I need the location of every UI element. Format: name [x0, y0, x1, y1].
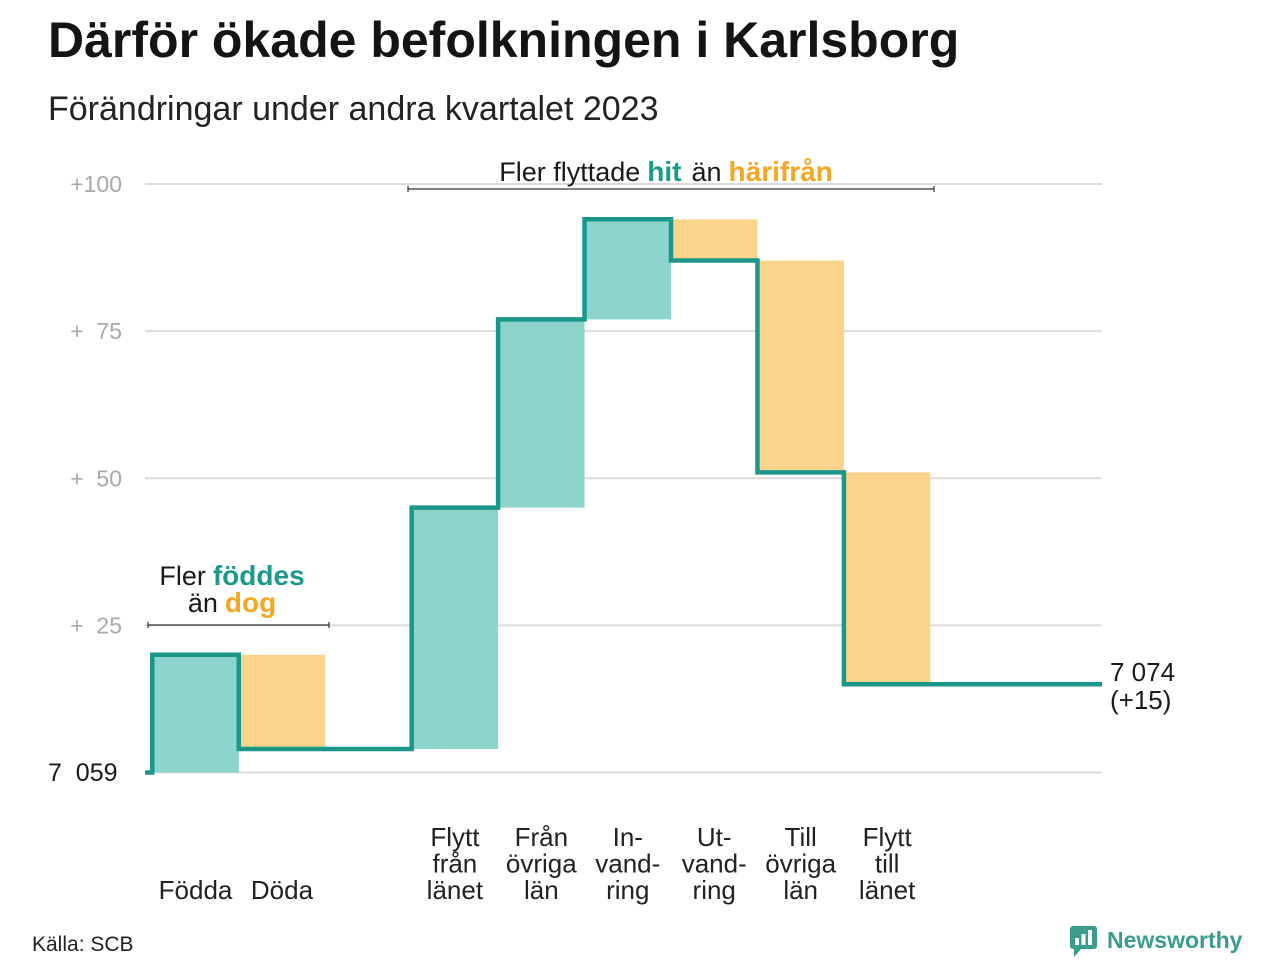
category-label-5-line-3: ring — [606, 875, 649, 905]
annotation-natural-decrease-word: dog — [225, 587, 276, 618]
waterfall-bar-7 — [757, 260, 844, 473]
annotation-natural-increase-word: föddes — [213, 560, 305, 591]
category-label-8-line-1: Flytt — [863, 822, 913, 852]
category-label-7-line-1: Till — [785, 822, 817, 852]
category-label-7-line-3: län — [783, 875, 818, 905]
waterfall-bar-4 — [498, 319, 585, 508]
category-label-6-line-2: vand- — [682, 849, 747, 879]
annotation-migration-prefix: Fler flyttade — [499, 157, 640, 187]
y-tick-label: + 75 — [70, 318, 122, 344]
annotation-migration-bracket — [407, 186, 935, 192]
logo-wordmark: Newsworthy — [1107, 927, 1243, 953]
start-value-label: 7 059 — [48, 759, 118, 787]
annotation-natural-line-2: än dog — [188, 587, 276, 618]
category-label-6-line-3: ring — [693, 875, 736, 905]
logo-bar-3 — [1088, 930, 1092, 945]
y-tick-label: + 25 — [70, 612, 122, 638]
category-label-3-line-3: länet — [427, 875, 484, 905]
category-label-5-line-1: In- — [613, 822, 643, 852]
category-label-2-line-1: Döda — [251, 875, 314, 905]
waterfall-bars — [152, 219, 931, 773]
annotation-natural-prefix: Fler — [159, 561, 206, 591]
annotation-migration-joiner: än — [691, 157, 721, 187]
category-label-4-line-3: län — [524, 875, 559, 905]
annotation-natural: Fler föddes än dog — [147, 560, 330, 628]
category-label-7-line-2: övriga — [765, 849, 836, 879]
y-tick-label: + 50 — [70, 465, 122, 491]
logo-bar-1 — [1075, 938, 1079, 945]
annotation-migration-text: Fler flyttade hit än härifrån — [499, 156, 833, 187]
newsworthy-logo: Newsworthy — [1070, 926, 1243, 957]
newsworthy-logo-icon — [1070, 926, 1097, 957]
cumulative-step-line — [145, 217, 1102, 775]
chart-subtitle: Förändringar under andra kvartalet 2023 — [48, 90, 659, 128]
category-label-1-line-1: Födda — [159, 875, 233, 905]
waterfall-bar-8 — [843, 472, 931, 685]
annotation-natural-bracket — [147, 622, 330, 628]
waterfall-bar-2 — [238, 654, 326, 749]
y-tick-label: +100 — [70, 171, 122, 197]
category-label-3-line-2: från — [432, 849, 477, 879]
category-label-4-line-2: övriga — [506, 849, 577, 879]
source-note: Källa: SCB — [32, 933, 134, 956]
annotation-natural-joiner: än — [188, 588, 218, 618]
category-label-6-line-1: Ut- — [697, 822, 732, 852]
waterfall-bar-6 — [671, 219, 758, 261]
chart-title: Därför ökade befolkningen i Karlsborg — [48, 12, 959, 68]
waterfall-bar-1 — [152, 654, 239, 773]
annotation-migration-increase-word: hit — [647, 156, 681, 187]
logo-bar-2 — [1081, 934, 1086, 945]
waterfall-bar-3 — [411, 507, 499, 749]
y-axis-tick-labels: + 25 + 50 + 75 +100 — [70, 171, 122, 638]
category-label-3-line-1: Flytt — [430, 822, 480, 852]
end-change-label: (+15) — [1110, 685, 1171, 715]
category-label-8-line-3: länet — [859, 875, 916, 905]
end-value-label: 7 074 — [1110, 657, 1175, 687]
end-value-label-group: 7 074 (+15) — [1110, 657, 1175, 715]
category-label-4-line-1: Från — [515, 822, 568, 852]
annotation-migration-decrease-word: härifrån — [729, 156, 833, 187]
logo-bubble-tail — [1074, 948, 1082, 957]
category-label-8-line-2: till — [875, 849, 900, 879]
annotation-natural-line-1: Fler föddes — [159, 560, 304, 591]
x-axis-category-labels: Födda DödaFlyttfrånlänetFrånövrigalänIn-v… — [159, 822, 916, 905]
category-label-5-line-2: vand- — [595, 849, 660, 879]
annotation-migration: Fler flyttade hit än härifrån — [407, 156, 935, 192]
waterfall-bar-5 — [584, 219, 671, 320]
